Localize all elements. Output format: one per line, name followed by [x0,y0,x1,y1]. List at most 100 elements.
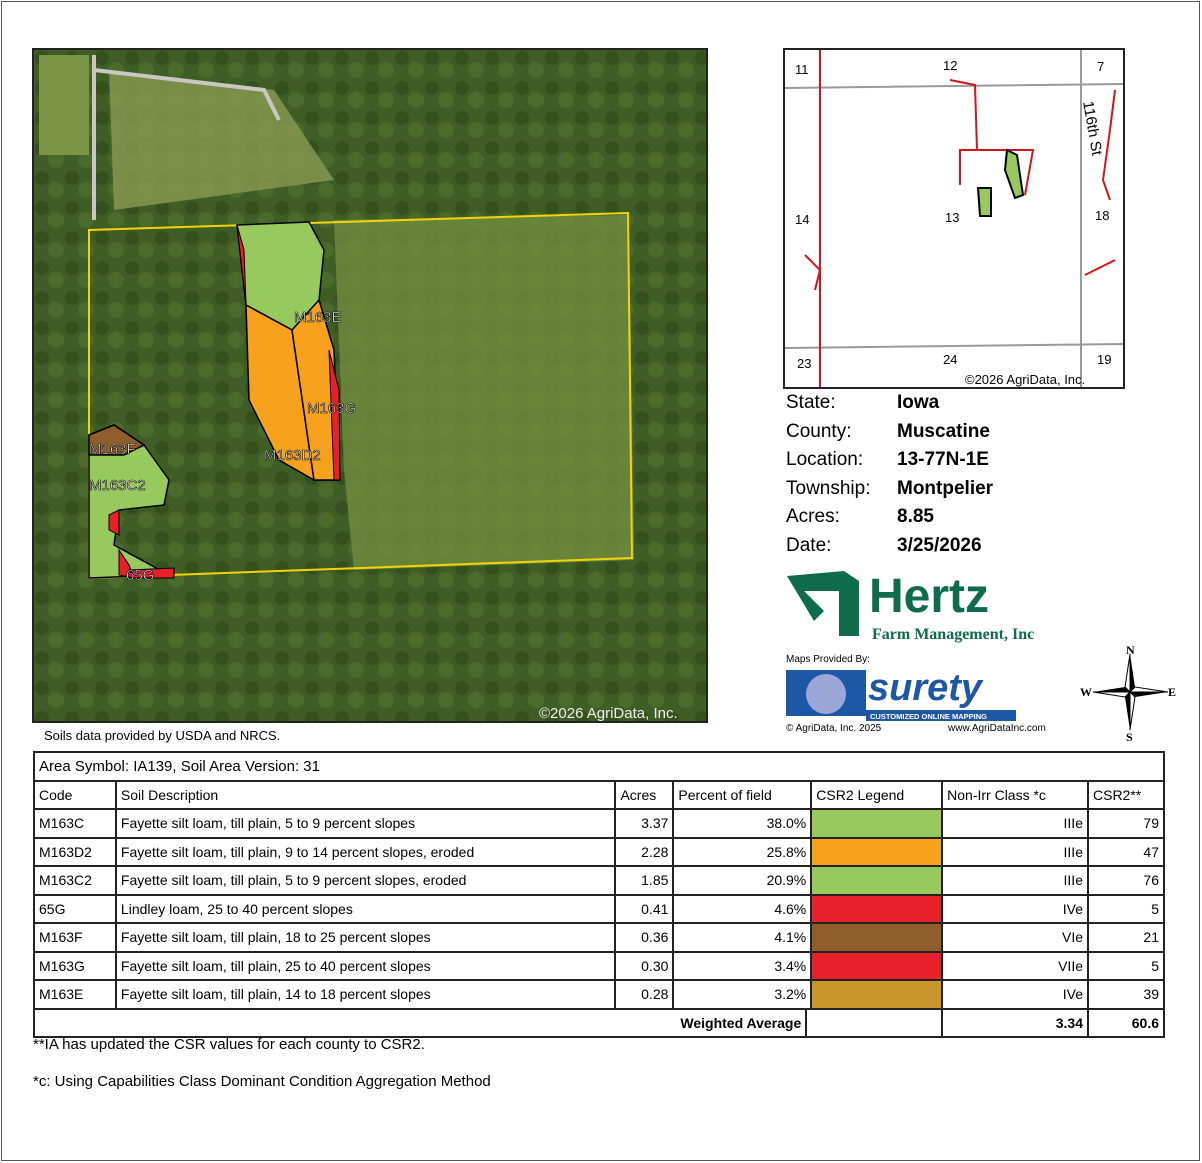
info-value: Iowa [897,392,940,413]
column-header: Soil Description [114,779,617,810]
section-label: 24 [943,352,957,367]
column-header: Acres [614,779,675,810]
percent-cell: 38.0% [672,808,813,839]
csr2-legend-swatch [810,836,944,867]
csr2-legend-swatch [810,865,944,896]
hertz-subtitle: Farm Management, Inc [872,626,1034,643]
column-header: Percent of field [672,779,813,810]
code-cell: M163C2 [33,865,117,896]
description-cell: Fayette silt loam, till plain, 5 to 9 pe… [114,808,617,839]
label-m163d2: M163D2 [264,447,321,464]
percent-cell: 4.1% [672,922,813,953]
section-label: 18 [1095,208,1109,223]
csr2-cell: 21 [1087,922,1165,953]
column-header: CSR2** [1087,779,1165,810]
header-row: Code Soil Description Acres Percent of fiel… [33,779,1165,810]
description-cell: Fayette silt loam, till plain, 5 to 9 pe… [114,865,617,896]
table-row: M163C2 Fayette silt loam, till plain, 5 t… [33,865,1165,896]
class-cell: IVe [941,979,1089,1010]
info-value: 13-77N-1E [897,449,989,470]
section-label: 7 [1097,59,1104,74]
table-row: 65G Lindley loam, 25 to 40 percent slopes… [33,893,1165,924]
soil-polygon-m163g-west [236,224,247,306]
agridata-url: www.AgriDataInc.com [948,723,1046,734]
acres-cell: 1.85 [614,865,675,896]
area-symbol: Area Symbol: IA139, Soil Area Version: 3… [33,751,1165,782]
code-cell: M163F [33,922,117,953]
code-cell: M163D2 [33,836,117,867]
table-row: M163F Fayette silt loam, till plain, 18 t… [33,922,1165,953]
weighted-spacer [811,1008,943,1038]
csr2-legend-swatch [810,922,944,953]
info-label: Location: [786,449,864,470]
soils-credit: Soils data provided by USDA and NRCS. [44,728,281,743]
info-label: County: [786,420,852,442]
class-cell: IIIe [941,808,1089,839]
weighted-average-row: Weighted Average 3.34 60.6 [32,1007,1165,1038]
acres-cell: 3.37 [614,808,675,839]
csr2-legend-swatch [810,808,944,839]
info-label: Township: [786,477,871,499]
section-label: 13 [945,210,959,225]
label-65g: 65G [126,567,154,584]
soil-polygon-m163f [88,424,146,456]
description-cell: Lindley loam, 25 to 40 percent slopes [114,893,617,924]
acres-cell: 0.36 [614,922,675,953]
soil-table: Area Symbol: IA139, Soil Area Version: 3… [32,751,1165,1038]
aerial-copyright: ©2026 AgriData, Inc. [539,705,678,721]
code-cell: M163E [33,979,117,1010]
agridata-copyright: © AgriData, Inc. 2025 [786,723,882,734]
section-label: 14 [795,212,809,227]
compass-n: N [1126,643,1135,657]
csr2-legend-swatch [810,979,944,1010]
percent-cell: 25.8% [672,836,813,867]
description-cell: Fayette silt loam, till plain, 14 to 18 … [114,979,617,1010]
label-m163f: M163F [89,441,136,458]
hertz-name: Hertz [869,570,989,623]
note-csr2: **IA has updated the CSR values for each… [33,1036,425,1053]
locator-map[interactable]: 11 12 7 14 13 18 23 24 19 116th St ©2026… [783,48,1125,389]
acres-cell: 0.28 [614,979,675,1010]
info-value: Montpelier [897,477,994,499]
info-value: 8.85 [897,506,934,527]
compass-s: S [1126,730,1133,742]
area-row: Area Symbol: IA139, Soil Area Version: 3… [33,751,1165,782]
info-label: Acres: [786,506,840,527]
percent-cell: 3.2% [672,979,813,1010]
label-m163e: M163E [294,309,342,326]
percent-cell: 4.6% [672,893,813,924]
table-row: M163E Fayette silt loam, till plain, 14 t… [33,979,1165,1010]
info-value: 3/25/2026 [897,534,982,556]
column-header: Code [33,779,117,810]
compass-rose: N S W E [1078,642,1178,744]
locator-copyright: ©2026 AgriData, Inc. [965,372,1085,387]
info-value: Muscatine [897,420,990,442]
code-cell: 65G [33,893,117,924]
aerial-soil-map[interactable]: M163E M163G M163D2 M163F M163C2 65G ©202… [32,48,708,723]
info-label: State: [786,392,836,413]
soil-polygon-m163d2 [245,303,315,482]
csr2-cell: 39 [1087,979,1165,1010]
locator-field-east [1003,148,1025,200]
code-cell: M163G [33,950,117,981]
csr2-cell: 5 [1087,893,1165,924]
percent-cell: 3.4% [672,950,813,981]
locator-field-west [976,187,992,217]
acres-cell: 0.41 [614,893,675,924]
weighted-class: 3.34 [941,1007,1089,1038]
csr2-cell: 79 [1087,808,1165,839]
road-label: 116th St [1079,100,1105,158]
table-row: M163C Fayette silt loam, till plain, 5 to… [33,808,1165,839]
maps-provided-by: Maps Provided By: [786,654,870,665]
compass-w: W [1080,685,1092,699]
hertz-logo: Hertz Farm Management, Inc [784,566,1074,644]
acres-cell: 2.28 [614,836,675,867]
info-label: Date: [786,534,832,556]
csr2-legend-swatch [810,950,944,981]
class-cell: IIIe [941,865,1089,896]
section-label: 19 [1097,352,1111,367]
csr2-cell: 76 [1087,865,1165,896]
section-label: 23 [797,356,811,371]
csr2-cell: 47 [1087,836,1165,867]
description-cell: Fayette silt loam, till plain, 18 to 25 … [114,922,617,953]
